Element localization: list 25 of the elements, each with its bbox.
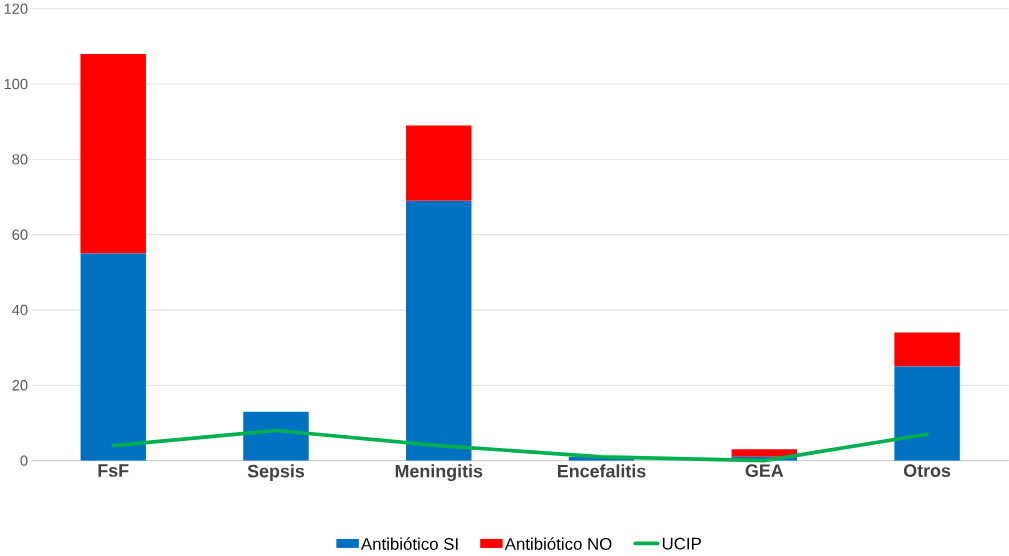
bar bbox=[243, 411, 309, 461]
x-tick-label: Meningitis bbox=[395, 464, 483, 482]
y-tick-label: 80 bbox=[12, 154, 28, 165]
x-tick-label: FsF bbox=[98, 464, 129, 478]
bar bbox=[406, 125, 472, 202]
legend-label: UCIP bbox=[662, 537, 701, 550]
y-tick-label: 20 bbox=[12, 380, 28, 391]
x-tick-label: Otros bbox=[903, 464, 951, 478]
line-series bbox=[111, 428, 929, 463]
bar bbox=[406, 201, 472, 461]
bar bbox=[894, 366, 960, 461]
bar bbox=[80, 253, 146, 461]
y-tick-label: 60 bbox=[12, 229, 28, 241]
bar bbox=[731, 449, 798, 458]
y-tick-label: 120 bbox=[4, 3, 28, 15]
x-tick-label: GEA bbox=[745, 464, 784, 478]
y-tick-label: 40 bbox=[12, 305, 28, 316]
bar bbox=[894, 332, 960, 367]
y-tick-label: 0 bbox=[20, 455, 28, 467]
legend-label: Antibiótico SI bbox=[360, 537, 458, 551]
legend-label: Antibiótico NO bbox=[504, 537, 612, 551]
bar bbox=[80, 54, 146, 254]
x-tick-label: Encefalitis bbox=[558, 464, 646, 478]
y-tick-label: 100 bbox=[4, 79, 28, 90]
x-tick-label: Sepsis bbox=[247, 464, 305, 482]
